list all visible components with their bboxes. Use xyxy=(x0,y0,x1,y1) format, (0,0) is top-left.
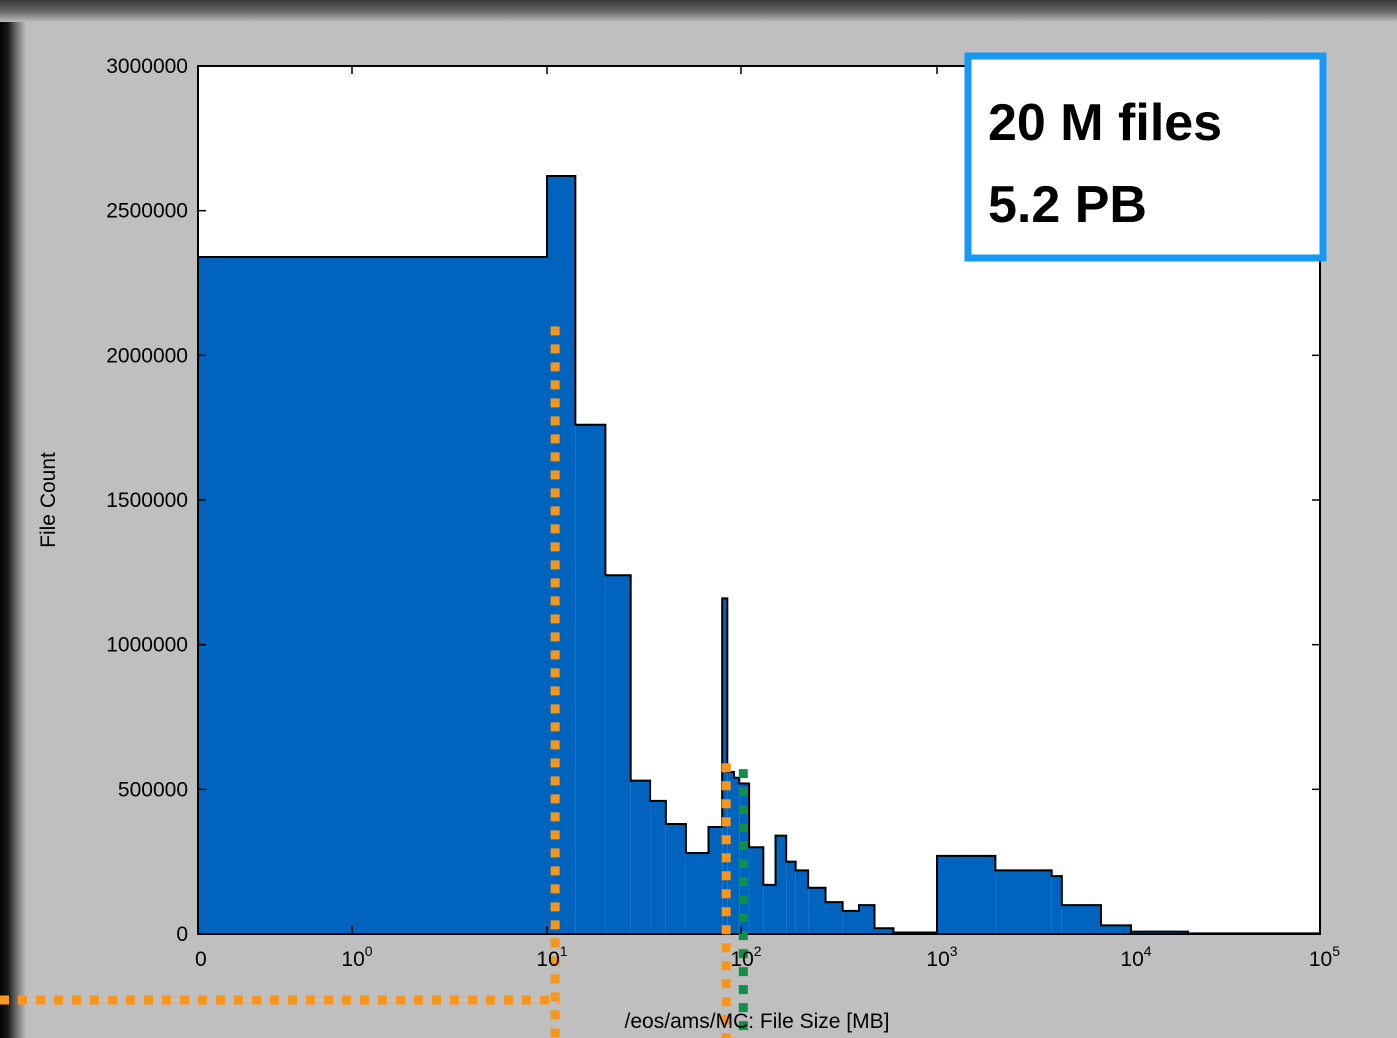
histogram-bar xyxy=(786,861,796,934)
x-tick-label: 101 xyxy=(536,943,567,971)
annotation-box: 20 M files 5.2 PB xyxy=(964,52,1327,262)
histogram-bar xyxy=(665,824,686,934)
y-tick-label: 2000000 xyxy=(106,344,188,367)
y-tick-label: 1000000 xyxy=(106,634,188,657)
histogram-bar xyxy=(547,175,576,935)
x-axis-label: /eos/ams/MC: File Size [MB] xyxy=(625,1010,890,1033)
histogram-bar xyxy=(749,847,764,934)
histogram-bar xyxy=(995,870,1052,934)
y-tick-label: 2500000 xyxy=(106,200,188,223)
y-tick-label: 3000000 xyxy=(106,55,188,78)
y-tick-label: 1500000 xyxy=(106,489,188,512)
histogram-bar xyxy=(1051,876,1062,934)
histogram-bar xyxy=(1100,925,1131,934)
histogram-bar xyxy=(605,575,631,934)
histogram-bar xyxy=(630,780,651,934)
histogram-bar xyxy=(733,777,740,934)
histogram-bar xyxy=(1131,931,1188,934)
x-tick-label: 0 xyxy=(195,948,207,971)
annotation-line-2: 5.2 PB xyxy=(988,176,1147,234)
histogram-bar xyxy=(575,424,606,934)
histogram-bar xyxy=(874,928,894,934)
window-top-bar xyxy=(0,0,1397,22)
marker-lines xyxy=(0,326,748,1038)
histogram-outline xyxy=(197,174,1321,935)
histogram-bar xyxy=(937,855,996,934)
histogram-bar xyxy=(775,835,787,934)
histogram-bar xyxy=(1061,905,1101,934)
histogram-bar xyxy=(685,852,709,934)
y-tick-label: 500000 xyxy=(118,778,188,801)
annotation-line-1: 20 M files xyxy=(988,94,1222,152)
x-tick-label: 105 xyxy=(1309,943,1340,971)
x-tick-label: 100 xyxy=(341,943,372,971)
histogram-bar xyxy=(842,910,860,934)
y-tick-label: 0 xyxy=(176,923,188,946)
histogram-bar xyxy=(825,902,843,934)
histogram-bar xyxy=(198,256,547,935)
histogram-bar xyxy=(859,905,875,934)
histogram-bar xyxy=(727,771,734,934)
histogram-bar xyxy=(650,800,666,934)
x-tick-label: 103 xyxy=(926,943,957,971)
histogram-bar xyxy=(708,826,723,934)
histogram-bar xyxy=(739,783,750,934)
histogram-bars xyxy=(198,175,1320,935)
histogram-bar xyxy=(795,870,809,934)
y-axis-label: File Count xyxy=(37,452,60,548)
histogram-bar xyxy=(763,884,776,934)
x-tick-label: 102 xyxy=(730,943,761,971)
x-tick-label: 104 xyxy=(1120,943,1151,971)
histogram-bar xyxy=(808,887,826,934)
